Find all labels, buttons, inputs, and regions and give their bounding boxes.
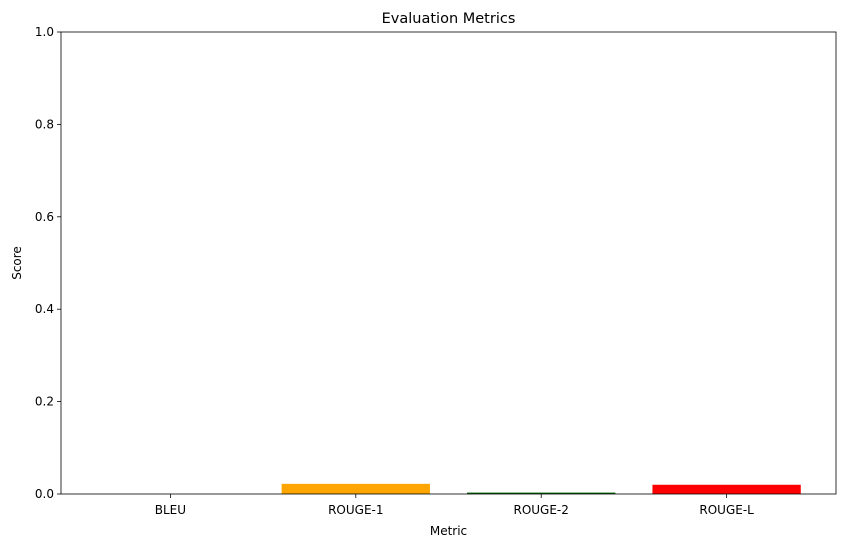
chart-title: Evaluation Metrics — [382, 11, 516, 27]
x-tick-label: ROUGE-2 — [513, 503, 568, 517]
y-tick-label: 0.0 — [35, 487, 54, 501]
x-tick-label: BLEU — [155, 503, 186, 517]
bar-rouge-2 — [467, 492, 616, 494]
bars-group — [281, 483, 801, 494]
plot-area-frame — [60, 31, 837, 495]
y-tick-label: 0.2 — [35, 395, 54, 409]
y-tick-label: 0.8 — [35, 117, 54, 131]
y-tick-label: 0.6 — [35, 210, 54, 224]
y-axis-ticks: 0.0 0.2 0.4 0.6 0.8 1.0 — [35, 25, 61, 501]
y-axis-label: Score — [10, 246, 24, 280]
x-tick-label: ROUGE-1 — [328, 503, 383, 517]
y-tick-label: 0.4 — [35, 302, 54, 316]
bar-rouge-l — [652, 484, 801, 494]
x-axis-label: Metric — [430, 524, 467, 538]
y-tick-label: 1.0 — [35, 25, 54, 39]
x-tick-label: ROUGE-L — [699, 503, 754, 517]
bar-rouge-1 — [281, 483, 430, 494]
x-axis-ticks: BLEU ROUGE-1 ROUGE-2 ROUGE-L — [155, 494, 754, 517]
